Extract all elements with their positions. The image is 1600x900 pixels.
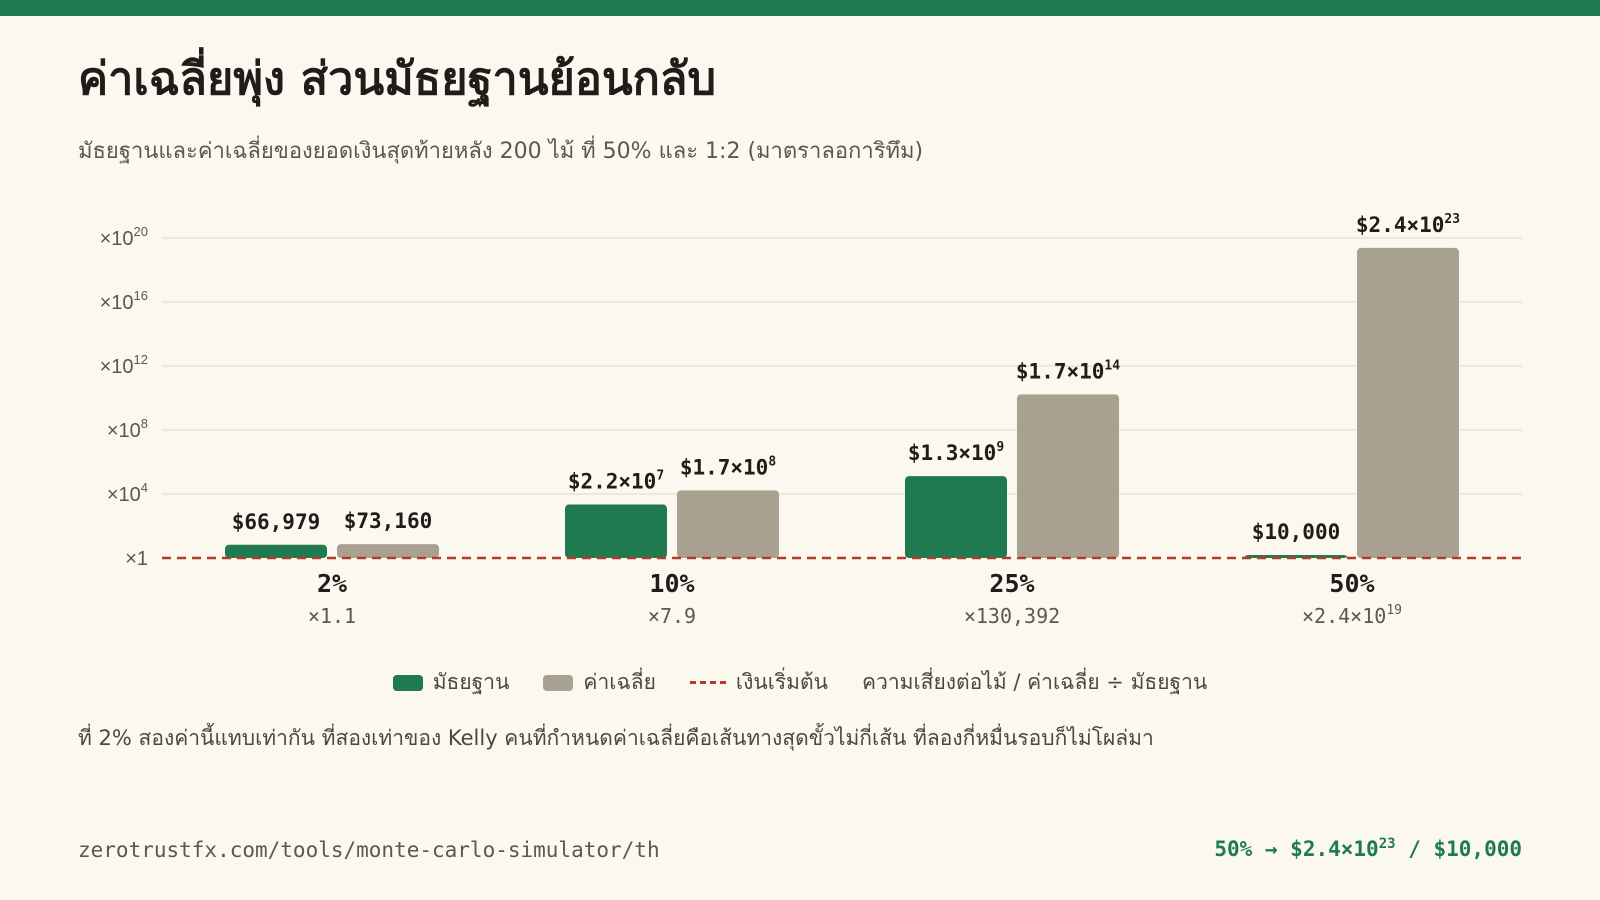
- footer-summary-prefix: 50% → $2.4×10: [1214, 837, 1379, 861]
- footer-summary-suffix: / $10,000: [1395, 837, 1522, 861]
- mean-bar-3: [1357, 247, 1459, 559]
- page-title: ค่าเฉลี่ยพุ่ง ส่วนมัธยฐานย้อนกลับ: [78, 52, 717, 105]
- median-bar-0: [225, 544, 327, 558]
- mean-bar-1: [677, 490, 779, 558]
- median-value-label-0: $66,979: [232, 510, 321, 534]
- y-tick-label-4: ×1016: [100, 288, 148, 314]
- mean-value-label-0: $73,160: [344, 509, 433, 533]
- legend-item-median: มัธยฐาน: [392, 666, 510, 699]
- median-value-label-3: $10,000: [1252, 520, 1341, 544]
- ratio-label-3: ×2.4×1019: [1302, 603, 1402, 628]
- ratio-label-2: ×130,392: [964, 604, 1060, 628]
- median-bar-2: [905, 476, 1007, 558]
- legend-label-ratio: ความเสี่ยงต่อไม้ / ค่าเฉลี่ย ÷ มัธยฐาน: [862, 670, 1208, 694]
- legend-label-baseline: เงินเริ่มต้น: [735, 670, 829, 694]
- footer-summary-exponent: 23: [1378, 836, 1396, 852]
- chart-legend: มัธยฐาน ค่าเฉลี่ย เงินเริ่มต้น ความเสี่ย…: [0, 666, 1600, 699]
- y-tick-label-5: ×1020: [100, 224, 148, 250]
- legend-swatch-baseline: [689, 681, 726, 684]
- y-tick-label-1: ×104: [107, 480, 148, 506]
- page-subtitle: มัธยฐานและค่าเฉลี่ยของยอดเงินสุดท้ายหลัง…: [78, 139, 924, 164]
- legend-item-mean: ค่าเฉลี่ย: [543, 666, 656, 699]
- chart-note: ที่ 2% สองค่านี้แทบเท่ากัน ที่สองเท่าของ…: [78, 726, 1154, 750]
- mean-bar-0: [337, 544, 439, 558]
- category-label-3: 50%: [1329, 569, 1374, 598]
- legend-label-median: มัธยฐาน: [432, 670, 510, 694]
- legend-swatch-median: [392, 674, 423, 691]
- mean-bar-2: [1017, 394, 1119, 558]
- y-tick-label-0: ×1: [125, 548, 148, 570]
- median-bar-1: [565, 504, 667, 558]
- category-label-0: 2%: [317, 569, 347, 598]
- top-accent-bar: [0, 0, 1600, 16]
- legend-item-baseline: เงินเริ่มต้น: [689, 666, 829, 699]
- y-tick-label-2: ×108: [107, 416, 148, 442]
- y-tick-label-3: ×1012: [100, 352, 148, 378]
- bar-chart: ×1 ×104 ×108 ×1012 ×1016 ×1020 $66,979 $73,160…: [100, 212, 1522, 628]
- ratio-label-0: ×1.1: [308, 604, 356, 628]
- median-value-label-1: $2.2×107: [568, 469, 664, 494]
- median-value-label-2: $1.3×109: [908, 440, 1004, 465]
- mean-value-label-3: $2.4×1023: [1356, 212, 1460, 237]
- category-label-1: 10%: [649, 569, 694, 598]
- mean-value-label-2: $1.7×1014: [1016, 358, 1120, 383]
- footer-url: zerotrustfx.com/tools/monte-carlo-simula…: [78, 838, 660, 862]
- legend-label-mean: ค่าเฉลี่ย: [583, 670, 656, 694]
- footer-summary: 50% → $2.4×1023 / $10,000: [1214, 836, 1522, 861]
- mean-value-label-1: $1.7×108: [680, 454, 777, 479]
- category-label-2: 25%: [989, 569, 1034, 598]
- legend-item-ratio: ความเสี่ยงต่อไม้ / ค่าเฉลี่ย ÷ มัธยฐาน: [862, 666, 1207, 699]
- ratio-label-1: ×7.9: [648, 604, 696, 628]
- legend-swatch-mean: [543, 674, 574, 691]
